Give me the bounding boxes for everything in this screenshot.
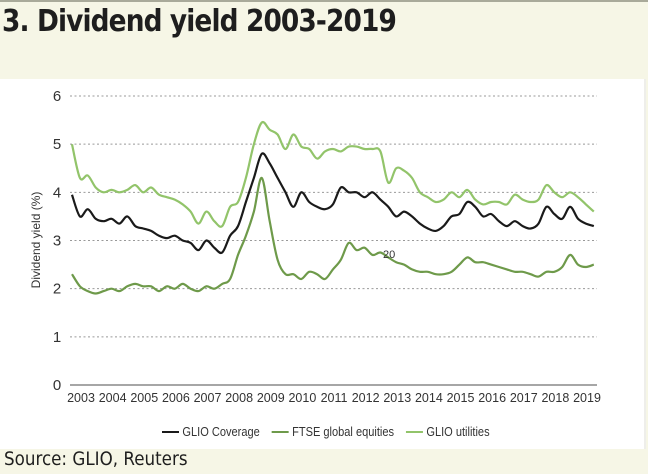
series-line-ftse-global-equities bbox=[71, 176, 595, 295]
x-tick-label: 2005 bbox=[130, 391, 158, 405]
x-tick-label: 2013 bbox=[383, 391, 411, 405]
legend-swatch-glio-utilities bbox=[405, 430, 423, 433]
x-tick-label: 2019 bbox=[573, 391, 601, 405]
y-tick-label: 0 bbox=[53, 377, 61, 394]
series-line-glio-coverage bbox=[70, 152, 595, 255]
x-tick-label: 2012 bbox=[352, 391, 380, 405]
x-tick-label: 2007 bbox=[194, 391, 222, 405]
x-tick-label: 2009 bbox=[257, 391, 285, 405]
legend-label-glio-coverage: GLIO Coverage bbox=[182, 424, 260, 439]
x-tick-label: 2015 bbox=[447, 391, 475, 405]
legend-item-glio-coverage: GLIO Coverage bbox=[162, 424, 260, 439]
series-lines bbox=[70, 120, 595, 295]
x-tick-labels: 2003 2004 2005 2006 2007 2008 2009 2010 2011 2012… bbox=[67, 391, 601, 405]
legend-item-glio-utilities: GLIO utilities bbox=[405, 424, 490, 439]
x-tick-label: 2010 bbox=[288, 391, 316, 405]
y-tick-label: 4 bbox=[53, 184, 61, 201]
top-rule bbox=[0, 0, 648, 2]
x-tick-label: 2017 bbox=[510, 391, 538, 405]
y-tick-label: 2 bbox=[53, 281, 61, 298]
legend-label-ftse-global-equities: FTSE global equities bbox=[292, 424, 395, 439]
y-tick-labels: 0 1 2 3 4 5 6 bbox=[53, 88, 61, 394]
gridlines bbox=[70, 95, 597, 386]
legend-swatch-glio-coverage bbox=[162, 430, 179, 433]
x-tick-label: 2003 bbox=[67, 391, 95, 405]
annotation-label: 20 bbox=[383, 249, 395, 261]
chart-title: 3. Dividend yield 2003-2019 bbox=[2, 4, 397, 39]
x-tick-label: 2008 bbox=[225, 391, 253, 405]
legend: GLIO Coverage FTSE global equities GLIO … bbox=[162, 424, 490, 439]
legend-label-glio-utilities: GLIO utilities bbox=[426, 424, 490, 439]
x-tick-label: 2014 bbox=[415, 391, 443, 405]
legend-item-ftse-global-equities: FTSE global equities bbox=[271, 424, 395, 439]
x-tick-label: 2016 bbox=[478, 391, 506, 405]
chart-panel bbox=[0, 79, 646, 449]
y-tick-label: 6 bbox=[53, 88, 61, 105]
x-tick-label: 2004 bbox=[99, 391, 127, 405]
y-tick-label: 3 bbox=[53, 233, 61, 250]
x-tick-label: 2018 bbox=[541, 391, 569, 405]
y-tick-label: 5 bbox=[53, 136, 61, 153]
source-note: Source: GLIO, Reuters bbox=[4, 448, 188, 470]
legend-swatch-ftse-global-equities bbox=[271, 430, 289, 433]
y-tick-label: 1 bbox=[53, 329, 61, 346]
y-axis-label: Dividend yield (%) bbox=[29, 192, 43, 289]
x-tick-label: 2011 bbox=[321, 391, 348, 405]
x-tick-label: 2006 bbox=[162, 391, 190, 405]
series-line-glio-utilities bbox=[70, 120, 595, 228]
